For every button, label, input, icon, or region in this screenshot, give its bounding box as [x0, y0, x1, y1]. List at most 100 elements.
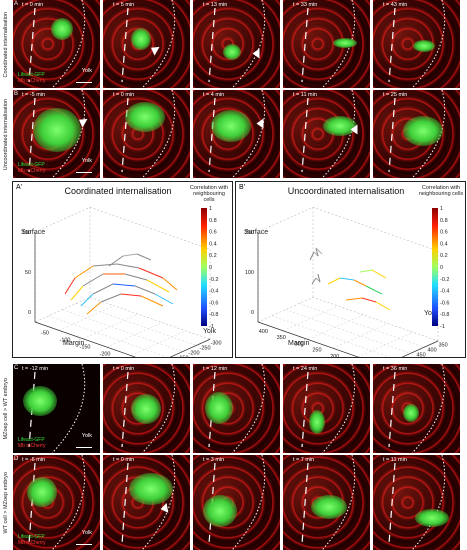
colorbar-tick: -1: [209, 324, 214, 330]
embryo-boundaries: [301, 90, 356, 178]
colorbar-tick: 0.6: [440, 230, 448, 236]
row-c-side-label: MZoep cell > WT embryo: [3, 377, 9, 440]
cell-track-segment: [122, 253, 138, 257]
timepoint-label: t = -5 min: [22, 92, 46, 98]
colorbar-tick: 1: [209, 206, 212, 212]
plot-b-prime-canvas: 2001000400350300250200150100550500450400…: [245, 206, 449, 357]
cell-track-segment: [309, 251, 315, 261]
timepoint-label: t = 11 min: [383, 457, 407, 463]
cell-track-segment: [136, 253, 152, 261]
plot-grid-line: [76, 303, 197, 346]
row-d-panel-5: t = 11 min: [373, 455, 460, 550]
yolk-label: Yolk: [81, 433, 92, 439]
lifeact-gfp-cell: [311, 495, 347, 519]
plot-wall-top: [257, 206, 439, 252]
cell-track-segment: [162, 277, 178, 291]
colorbar-tick: -0.8: [209, 312, 218, 318]
plot-a-prime-title: Coordinated internalisation: [64, 186, 172, 196]
enveloping-layer-edge: [301, 371, 309, 448]
enveloping-layer-edge: [388, 462, 396, 545]
enveloping-layer-edge: [388, 97, 396, 173]
legend-green: Lifeact-GFP: [18, 162, 45, 168]
row-a-panel-4: t = 33 min: [283, 0, 370, 88]
timepoint-label: t = 13 min: [203, 2, 228, 8]
yolk-axis: [401, 340, 439, 357]
plot-grid-line: [48, 315, 168, 357]
embryo-boundaries: [121, 0, 176, 88]
yolk-boundary: [51, 0, 86, 88]
yolk-boundary: [411, 455, 446, 550]
enveloping-layer-edge: [28, 97, 36, 173]
cell-track-segment: [375, 301, 391, 311]
timepoint-label: t = 0 min: [22, 2, 44, 8]
yolk-label: Yolk: [81, 158, 92, 164]
row-a-side-label: Coordinated internalisation: [3, 11, 9, 78]
yolk-tick: 350: [439, 342, 448, 348]
yolk-axis: [169, 338, 211, 357]
plot-b-prime-surface-label: Surface: [244, 229, 269, 236]
plot-grid-line: [285, 309, 411, 354]
panel-letter: C: [14, 365, 19, 371]
z-tick: 100: [245, 270, 254, 276]
cell-track-segment: [138, 267, 164, 279]
timepoint-label: t = -12 min: [22, 366, 49, 372]
cell-track-segment: [365, 285, 383, 295]
margin-tick: 250: [312, 348, 321, 354]
legend-red: Mb mCherry: [18, 540, 46, 546]
colorbar-tick: -0.8: [440, 312, 449, 318]
enveloping-layer-edge: [388, 371, 396, 448]
plot-a-prime: A' Coordinated internalisation Correlati…: [12, 181, 233, 358]
cell-track-segment: [140, 295, 164, 307]
cell-track-segment: [92, 263, 118, 267]
cell-track-segment: [353, 279, 367, 287]
z-tick: 50: [25, 270, 31, 276]
yolk-tick: -150: [178, 356, 189, 357]
enveloping-layer-edge: [121, 462, 129, 545]
row-d-panel-2: t = 0 min: [103, 455, 190, 550]
row-b-panel-4: t = 11 min: [283, 90, 370, 178]
timepoint-label: t = 12 min: [203, 366, 228, 372]
row-c-panel-4: t = 24 min: [283, 364, 370, 453]
lifeact-gfp-cell: [403, 116, 443, 146]
yolk-boundary: [51, 364, 86, 453]
arrowhead-icon: [159, 502, 169, 515]
row-c-panel-5: t = 36 min: [373, 364, 460, 453]
plot-a-prime-surface-label: Surface: [21, 229, 46, 236]
cell-track-segment: [311, 277, 317, 285]
lifeact-gfp-cell: [413, 40, 435, 52]
legend-green: Lifeact-GFP: [18, 534, 45, 540]
row-d-side-label: WT cell > MZoep embryo: [3, 471, 9, 534]
cell-track-segment: [86, 301, 102, 315]
cell-track-segment: [74, 265, 94, 279]
colorbar-tick: 0: [440, 265, 443, 271]
lifeact-gfp-cell: [131, 394, 161, 424]
row-c-panel-2: t = 0 min: [103, 364, 190, 453]
lifeact-gfp-cell: [333, 38, 357, 48]
row-a-panel-5: t = 43 min: [373, 0, 460, 88]
legend-green: Lifeact-GFP: [18, 72, 45, 78]
panel-letter: A: [14, 1, 19, 7]
margin-tick: -200: [99, 352, 110, 358]
yolk-boundary: [141, 90, 176, 178]
lifeact-gfp-cell: [129, 473, 173, 505]
yolk-tick: -300: [211, 341, 222, 347]
enveloping-layer-edge: [28, 7, 36, 83]
plot-b-prime-yolk-label: Yolk: [424, 310, 437, 317]
yolk-boundary: [321, 364, 356, 453]
enveloping-layer-edge: [388, 7, 396, 83]
plot-b-prime-colorbar-title: Correlation with neighbouring cells: [418, 185, 464, 197]
legend-green: Lifeact-GFP: [18, 437, 45, 443]
cell-track-segment: [70, 285, 84, 301]
lifeact-gfp-cell: [131, 28, 151, 50]
colorbar-tick: -0.6: [209, 300, 218, 306]
plot-floor: [257, 296, 439, 357]
colorbar-tick: -0.2: [440, 277, 449, 283]
timepoint-label: t = 3 min: [203, 457, 225, 463]
channel-legend: Lifeact-GFP Mb mCherry: [18, 437, 46, 449]
colorbar-tick: 0.8: [440, 218, 448, 224]
lifeact-gfp-cell: [27, 477, 57, 507]
cell-track-segment: [359, 269, 373, 273]
plot-grid-line: [332, 323, 389, 349]
margin-tick: 200: [330, 354, 339, 357]
z-tick: 200: [245, 230, 254, 236]
